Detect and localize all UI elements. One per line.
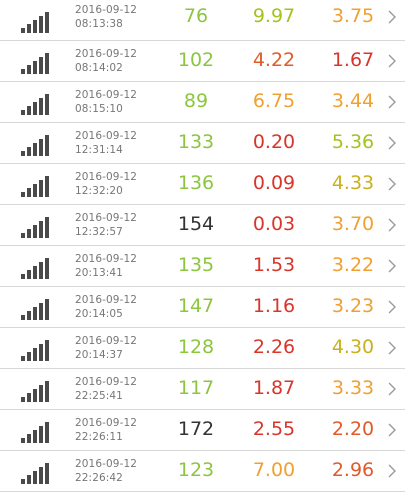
list-item[interactable]: 2016-09-12 12:32:57 154 0.03 3.70 [0, 205, 405, 246]
result-date: 2016-09-12 [75, 335, 138, 347]
value-2: 0.09 [252, 172, 296, 194]
value-1: 117 [177, 377, 215, 399]
value-1: 102 [177, 49, 215, 71]
result-time: 08:14:02 [75, 62, 123, 74]
value-3: 3.70 [331, 213, 375, 235]
result-time: 20:14:37 [75, 349, 123, 361]
list-item[interactable]: 2016-09-12 08:14:02 102 4.22 1.67 [0, 41, 405, 82]
chevron-right-icon[interactable] [386, 53, 398, 69]
value-2: 7.00 [252, 459, 296, 481]
result-time: 22:26:42 [75, 472, 123, 484]
signal-strength-icon [21, 422, 51, 443]
signal-strength-icon [21, 340, 51, 361]
chevron-right-icon[interactable] [386, 9, 398, 25]
value-1: 154 [177, 213, 215, 235]
chevron-right-icon[interactable] [386, 94, 398, 110]
result-time: 20:13:41 [75, 267, 123, 279]
value-1: 147 [177, 295, 215, 317]
value-2: 2.55 [252, 418, 296, 440]
result-time: 08:15:10 [75, 103, 123, 115]
value-1: 135 [177, 254, 215, 276]
list-item[interactable]: 2016-09-12 22:26:42 123 7.00 2.96 [0, 451, 405, 492]
result-date: 2016-09-12 [75, 294, 138, 306]
list-item[interactable]: 2016-09-12 20:14:05 147 1.16 3.23 [0, 287, 405, 328]
value-1: 128 [177, 336, 215, 358]
result-date: 2016-09-12 [75, 376, 138, 388]
value-2: 4.22 [252, 49, 296, 71]
result-time: 12:32:20 [75, 185, 123, 197]
chevron-right-icon[interactable] [386, 176, 398, 192]
value-3: 4.33 [331, 172, 375, 194]
chevron-right-icon[interactable] [386, 258, 398, 274]
value-3: 3.75 [331, 5, 375, 27]
signal-strength-icon [21, 217, 51, 238]
signal-strength-icon [21, 53, 51, 74]
value-1: 136 [177, 172, 215, 194]
value-3: 4.30 [331, 336, 375, 358]
chevron-right-icon[interactable] [386, 463, 398, 479]
signal-strength-icon [21, 299, 51, 320]
value-3: 3.33 [331, 377, 375, 399]
value-2: 1.16 [252, 295, 296, 317]
value-2: 0.03 [252, 213, 296, 235]
chevron-right-icon[interactable] [386, 299, 398, 315]
signal-strength-icon [21, 176, 51, 197]
chevron-right-icon[interactable] [386, 135, 398, 151]
value-2: 6.75 [252, 90, 296, 112]
chevron-right-icon[interactable] [386, 381, 398, 397]
result-time: 20:14:05 [75, 308, 123, 320]
result-date: 2016-09-12 [75, 458, 138, 470]
signal-strength-icon [21, 135, 51, 156]
result-time: 12:32:57 [75, 226, 123, 238]
value-3: 3.22 [331, 254, 375, 276]
result-date: 2016-09-12 [75, 171, 138, 183]
result-date: 2016-09-12 [75, 48, 138, 60]
result-time: 08:13:38 [75, 18, 123, 30]
chevron-right-icon[interactable] [386, 340, 398, 356]
chevron-right-icon[interactable] [386, 422, 398, 438]
result-time: 22:26:11 [75, 431, 123, 443]
value-2: 9.97 [252, 5, 296, 27]
value-3: 5.36 [331, 131, 375, 153]
list-item[interactable]: 2016-09-12 20:14:37 128 2.26 4.30 [0, 328, 405, 369]
result-date: 2016-09-12 [75, 253, 138, 265]
list-item[interactable]: 2016-09-12 22:26:11 172 2.55 2.20 [0, 410, 405, 451]
result-date: 2016-09-12 [75, 212, 138, 224]
value-1: 172 [177, 418, 215, 440]
value-3: 2.96 [331, 459, 375, 481]
list-item[interactable]: 2016-09-12 12:31:14 133 0.20 5.36 [0, 123, 405, 164]
value-1: 123 [177, 459, 215, 481]
result-date: 2016-09-12 [75, 417, 138, 429]
list-item[interactable]: 2016-09-12 22:25:41 117 1.87 3.33 [0, 369, 405, 410]
value-1: 133 [177, 131, 215, 153]
value-3: 3.23 [331, 295, 375, 317]
value-2: 0.20 [252, 131, 296, 153]
result-date: 2016-09-12 [75, 4, 138, 16]
value-3: 2.20 [331, 418, 375, 440]
signal-strength-icon [21, 94, 51, 115]
result-time: 12:31:14 [75, 144, 123, 156]
signal-strength-icon [21, 463, 51, 484]
value-2: 1.87 [252, 377, 296, 399]
signal-strength-icon [21, 258, 51, 279]
value-3: 3.44 [331, 90, 375, 112]
signal-strength-icon [21, 12, 51, 33]
value-2: 1.53 [252, 254, 296, 276]
list-item[interactable]: 2016-09-12 12:32:20 136 0.09 4.33 [0, 164, 405, 205]
value-2: 2.26 [252, 336, 296, 358]
value-1: 76 [183, 5, 209, 27]
chevron-right-icon[interactable] [386, 217, 398, 233]
list-item[interactable]: 2016-09-12 08:15:10 89 6.75 3.44 [0, 82, 405, 123]
result-date: 2016-09-12 [75, 89, 138, 101]
result-time: 22:25:41 [75, 390, 123, 402]
signal-strength-icon [21, 381, 51, 402]
value-3: 1.67 [331, 49, 375, 71]
value-1: 89 [183, 90, 209, 112]
list-item[interactable]: 2016-09-12 20:13:41 135 1.53 3.22 [0, 246, 405, 287]
result-date: 2016-09-12 [75, 130, 138, 142]
list-item[interactable]: 2016-09-12 08:13:38 76 9.97 3.75 [0, 0, 405, 41]
